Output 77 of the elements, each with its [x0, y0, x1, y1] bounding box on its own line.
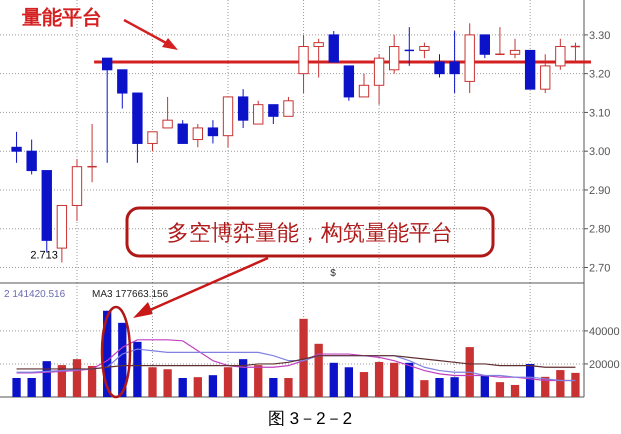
- annotation: $: [330, 268, 336, 279]
- bar: [269, 378, 278, 397]
- bar: [420, 380, 429, 397]
- candlestick: [192, 124, 203, 148]
- candlestick: [253, 100, 264, 125]
- bar: [238, 359, 248, 397]
- candlestick: [147, 131, 158, 152]
- bar: [510, 384, 520, 397]
- annotation: 2 141420.516: [4, 289, 66, 300]
- bar: [194, 377, 202, 397]
- bar: [28, 378, 36, 397]
- line-series: [16, 355, 576, 370]
- bar: [254, 365, 262, 397]
- candlestick: [11, 131, 22, 164]
- y-tick-label: 3.20: [589, 68, 610, 81]
- candlestick: [86, 124, 98, 183]
- candlestick: [102, 58, 112, 164]
- bar: [178, 378, 187, 397]
- bar: [284, 378, 293, 397]
- bar: [556, 370, 564, 397]
- candlestick: [419, 42, 430, 59]
- y-tick-label: 20000: [589, 358, 620, 371]
- candlestick: [570, 42, 581, 63]
- bar: [42, 361, 51, 397]
- annotation: MA3 177663.156: [92, 289, 169, 300]
- candlestick: [238, 88, 248, 128]
- bar: [133, 342, 142, 397]
- caption: 图 3－2－2: [268, 409, 352, 428]
- bar: [330, 362, 338, 397]
- candlestick: [434, 54, 445, 78]
- y-tick-label: 2.70: [589, 262, 610, 274]
- y-tick-label: 40000: [589, 326, 620, 338]
- candlestick: [117, 69, 128, 110]
- bar: [435, 378, 444, 397]
- bar: [72, 359, 82, 397]
- bar: [374, 362, 384, 397]
- candlestick: [404, 26, 415, 66]
- annotation: 多空博弈量能，构筑量能平台: [167, 220, 453, 245]
- bar: [88, 366, 96, 397]
- candlestick: [178, 120, 188, 144]
- y-tick-label: 3.00: [589, 146, 610, 158]
- candlestick: [162, 96, 173, 128]
- candlestick: [283, 96, 294, 117]
- bar: [466, 347, 474, 397]
- bar: [405, 362, 414, 397]
- y-tick-label: 3.30: [589, 30, 610, 42]
- candlestick: [268, 104, 279, 125]
- candlestick: [26, 139, 37, 175]
- candlestick: [555, 38, 566, 70]
- bar: [480, 375, 489, 397]
- candlestick: [389, 34, 400, 74]
- bar: [496, 382, 504, 397]
- bar: [163, 369, 172, 397]
- bar: [450, 377, 459, 397]
- bar: [344, 367, 354, 397]
- legend-label: 量能平台: [21, 6, 102, 29]
- candlestick: [510, 38, 520, 59]
- bar: [360, 372, 368, 397]
- annotation: 2.713: [30, 249, 58, 262]
- bar: [224, 367, 232, 397]
- y-tick-label: 3.10: [589, 107, 610, 120]
- candlestick: [208, 120, 218, 144]
- bar: [314, 344, 323, 397]
- y-tick-label: 2.90: [589, 184, 610, 197]
- bar: [299, 318, 308, 397]
- candlestick: [358, 73, 370, 98]
- bar: [12, 378, 21, 397]
- candlestick: [540, 54, 550, 94]
- candlestick: [494, 26, 506, 56]
- candlestick: [480, 34, 490, 59]
- bar: [571, 372, 580, 397]
- bar: [148, 367, 157, 397]
- candlestick: [313, 38, 324, 78]
- bar: [208, 375, 218, 397]
- bar: [390, 362, 398, 397]
- candlestick: [449, 30, 460, 94]
- y-tick-label: 2.80: [589, 224, 610, 236]
